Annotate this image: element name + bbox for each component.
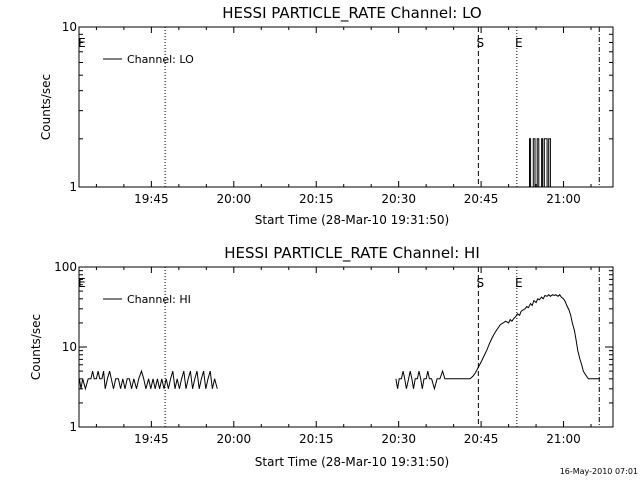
y-tick-label-hi: 100 bbox=[54, 260, 77, 274]
chart-title-lo: HESSI PARTICLE_RATE Channel: LO bbox=[222, 4, 481, 23]
y-tick-label-hi: 1 bbox=[69, 420, 77, 434]
legend-label-lo: Channel: LO bbox=[127, 53, 194, 66]
legend-label-hi: Channel: HI bbox=[127, 293, 191, 306]
x-tick-label-lo: 19:45 bbox=[134, 192, 169, 206]
plot-frame-lo bbox=[78, 26, 614, 188]
y-tick-label-lo: 1 bbox=[69, 180, 77, 194]
event-marker-label-hi: E bbox=[515, 276, 523, 290]
chart-title-hi: HESSI PARTICLE_RATE Channel: HI bbox=[224, 244, 480, 263]
x-tick-label-hi: 21:00 bbox=[546, 432, 581, 446]
event-marker-label-hi: S bbox=[477, 276, 485, 290]
x-tick-label-lo: 20:15 bbox=[299, 192, 334, 206]
y-tick-label-hi: 10 bbox=[62, 340, 77, 354]
event-marker-label-lo: E bbox=[515, 36, 523, 50]
y-axis-label-hi: Counts/sec bbox=[29, 314, 43, 380]
panel-lo: HESSI PARTICLE_RATE Channel: LO Counts/s… bbox=[39, 4, 614, 227]
x-tick-label-lo: 20:45 bbox=[464, 192, 499, 206]
x-tick-label-lo: 21:00 bbox=[546, 192, 581, 206]
x-axis-label-lo: Start Time (28-Mar-10 19:31:50) bbox=[255, 213, 449, 227]
event-marker-label-lo: S bbox=[477, 36, 485, 50]
plot-frame-hi bbox=[78, 266, 614, 428]
x-tick-label-lo: 20:30 bbox=[381, 192, 416, 206]
x-tick-label-hi: 20:45 bbox=[464, 432, 499, 446]
event-marker-label-lo: E bbox=[78, 36, 86, 50]
series-line-lo bbox=[527, 138, 552, 188]
x-tick-label-hi: 20:00 bbox=[217, 432, 252, 446]
x-axis-label-hi: Start Time (28-Mar-10 19:31:50) bbox=[255, 455, 449, 469]
panel-hi: HESSI PARTICLE_RATE Channel: HI Counts/s… bbox=[29, 244, 614, 469]
x-tick-label-hi: 20:30 bbox=[381, 432, 416, 446]
x-tick-label-hi: 19:45 bbox=[134, 432, 169, 446]
footer-timestamp: 16-May-2010 07:01 bbox=[560, 467, 638, 476]
y-tick-label-lo: 10 bbox=[62, 20, 77, 34]
series-line-hi bbox=[395, 293, 600, 391]
series-line-hi bbox=[78, 369, 218, 391]
y-axis-label-lo: Counts/sec bbox=[39, 74, 53, 140]
event-marker-label-hi: E bbox=[78, 276, 86, 290]
x-tick-label-lo: 20:00 bbox=[217, 192, 252, 206]
x-tick-label-hi: 20:15 bbox=[299, 432, 334, 446]
